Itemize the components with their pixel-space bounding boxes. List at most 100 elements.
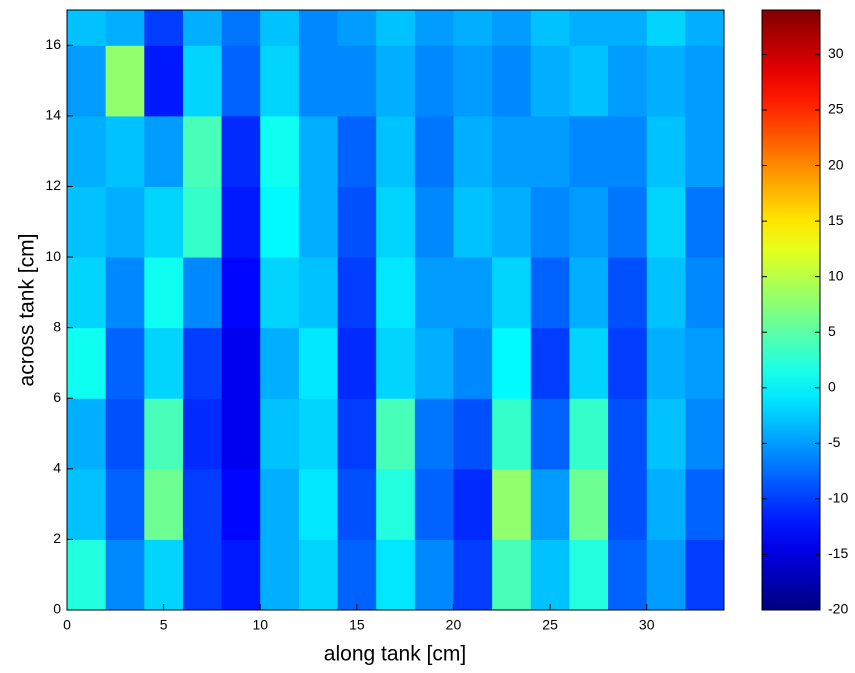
heatmap-cell [530, 115, 570, 187]
heatmap-cell [298, 398, 339, 470]
heatmap-cell [67, 115, 107, 187]
heatmap-cell [182, 398, 223, 470]
heatmap-cell [144, 186, 184, 258]
heatmap-cell [646, 10, 686, 46]
heatmap-cell [260, 327, 300, 399]
heatmap-cell [67, 186, 107, 258]
x-tick-label: 5 [160, 617, 168, 633]
heatmap-cell [260, 539, 300, 611]
heatmap-cell [414, 398, 454, 470]
heatmap-cell [492, 10, 532, 46]
y-tick-label: 8 [53, 318, 61, 334]
colorbar-tick-label: -10 [828, 490, 848, 506]
heatmap-cell [569, 539, 609, 611]
heatmap-cell [376, 539, 416, 611]
heatmap-cell [608, 468, 648, 540]
heatmap-cell [608, 257, 648, 329]
colorbar-tick-label: 20 [828, 156, 844, 172]
heatmap-cell [221, 468, 261, 540]
heatmap-cell [646, 539, 686, 611]
x-tick-label: 0 [63, 617, 71, 633]
heatmap-cell [298, 327, 339, 399]
y-tick-label: 4 [53, 460, 61, 476]
plot-frame [66, 9, 725, 611]
heatmap-cell [608, 327, 648, 399]
heatmap-cell [376, 468, 416, 540]
x-tick-label: 20 [446, 617, 462, 633]
y-tick-label: 16 [45, 36, 61, 52]
heatmap-cell [492, 468, 532, 540]
x-axis-label: along tank [cm] [324, 643, 466, 666]
heatmap-cell [685, 539, 725, 611]
heatmap-cell [182, 45, 223, 117]
y-tick-label: 10 [45, 248, 61, 264]
heatmap-cell [685, 186, 725, 258]
heatmap-cell [105, 186, 145, 258]
heatmap-cell [376, 45, 416, 117]
x-tick-label: 30 [639, 617, 655, 633]
y-tick-label: 14 [45, 107, 61, 123]
colorbar-tick-label: 10 [828, 267, 844, 283]
heatmap-cell [67, 257, 107, 329]
heatmap-cell [337, 398, 377, 470]
heatmap-cell [685, 115, 725, 187]
heatmap-cell [182, 468, 223, 540]
heatmap-cell [221, 115, 261, 187]
colorbar-tick-label: -15 [828, 545, 848, 561]
heatmap-cell [608, 539, 648, 611]
heatmap-cell [608, 45, 648, 117]
heatmap-cell [453, 468, 493, 540]
heatmap-cell [67, 10, 107, 46]
heatmap-cell [260, 115, 300, 187]
heatmap-cell [569, 257, 609, 329]
x-tick-label: 10 [252, 617, 268, 633]
heatmap-cell [260, 398, 300, 470]
heatmap-cell [453, 45, 493, 117]
heatmap-cell [67, 398, 107, 470]
heatmap-cell [221, 539, 261, 611]
heatmap-cell [376, 257, 416, 329]
colorbar-tick-label: 30 [828, 45, 844, 61]
heatmap-cell [67, 539, 107, 611]
heatmap-cell [414, 115, 454, 187]
heatmap-cell [492, 539, 532, 611]
heatmap-cell [530, 468, 570, 540]
heatmap-cell [492, 327, 532, 399]
heatmap-cell [453, 539, 493, 611]
heatmap-cell [453, 398, 493, 470]
heatmap-cell [221, 186, 261, 258]
heatmap-cell [530, 327, 570, 399]
heatmap-cell [260, 10, 300, 46]
heatmap [67, 10, 725, 611]
heatmap-cell [530, 186, 570, 258]
heatmap-cell [182, 115, 223, 187]
heatmap-cell [337, 45, 377, 117]
colorbar-tick-label: -5 [828, 434, 841, 450]
heatmap-cell [105, 539, 145, 611]
heatmap-cell [685, 327, 725, 399]
heatmap-cell [221, 257, 261, 329]
heatmap-cell [530, 257, 570, 329]
heatmap-cell [337, 539, 377, 611]
y-tick-label: 0 [53, 601, 61, 617]
heatmap-cell [569, 398, 609, 470]
heatmap-cell [144, 115, 184, 187]
heatmap-cell [569, 327, 609, 399]
heatmap-cell [492, 115, 532, 187]
heatmap-cell [337, 257, 377, 329]
heatmap-cell [685, 257, 725, 329]
heatmap-cell [608, 10, 648, 46]
y-tick-label: 2 [53, 530, 61, 546]
heatmap-cell [569, 468, 609, 540]
heatmap-cell [569, 45, 609, 117]
heatmap-cell [376, 10, 416, 46]
y-tick-label: 12 [45, 177, 61, 193]
heatmap-cell [182, 327, 223, 399]
heatmap-cell [646, 115, 686, 187]
heatmap-cell [492, 186, 532, 258]
heatmap-cell [646, 327, 686, 399]
heatmap-cell [221, 45, 261, 117]
heatmap-cell [414, 10, 454, 46]
heatmap-cell [608, 115, 648, 187]
